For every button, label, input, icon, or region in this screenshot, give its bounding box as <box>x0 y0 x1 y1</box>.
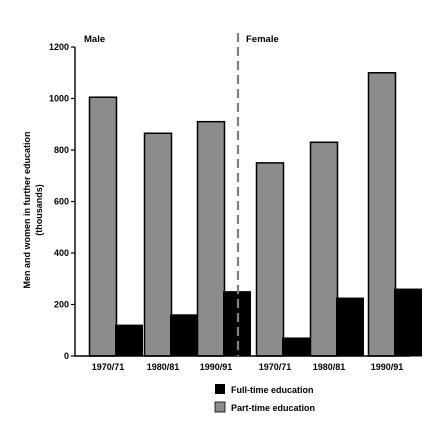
x-tick-label: 1970/71 <box>259 362 292 372</box>
bars <box>88 72 422 357</box>
legend-swatch-full-time <box>215 384 225 394</box>
y-tick-label: 400 <box>54 248 69 258</box>
bar-full-time-male-1980-81 <box>170 314 198 357</box>
bar-full-time-male-1970-71 <box>115 324 143 357</box>
bar-full-time-female-1990-91 <box>394 288 422 357</box>
x-axis: 1970/71 1980/81 1990/91 1970/71 1980/81 1990/… <box>75 355 410 372</box>
legend-label-full-time: Full-time education <box>231 385 314 395</box>
bar-part-time-male-1970-71 <box>88 96 118 357</box>
legend-label-part-time: Part-time education <box>231 403 315 413</box>
x-tick-label: 1980/81 <box>147 362 180 372</box>
y-axis: 0 200 400 600 800 1000 1200 <box>49 42 76 361</box>
bar-part-time-female-1980-81 <box>309 141 339 357</box>
panel-label-male: Male <box>84 34 105 45</box>
bar-part-time-male-1980-81 <box>143 132 173 357</box>
bar-full-time-female-1980-81 <box>336 297 364 357</box>
y-tick-label: 600 <box>54 197 69 207</box>
x-tick-label: 1970/71 <box>92 362 125 372</box>
x-tick-label: 1980/81 <box>313 362 346 372</box>
y-tick-label: 200 <box>54 300 69 310</box>
legend: Full-time education Part-time education <box>214 384 315 413</box>
legend-swatch-part-time <box>214 401 226 413</box>
bar-part-time-female-1990-91 <box>367 72 397 357</box>
panel-label-female: Female <box>246 34 279 45</box>
y-axis-title-line2: (thousands) <box>34 184 44 236</box>
y-tick-label: 1200 <box>49 42 69 52</box>
x-tick-label: 1990/91 <box>200 362 233 372</box>
bar-part-time-female-1970-71 <box>255 162 285 357</box>
y-tick-label: 0 <box>64 351 69 361</box>
bar-part-time-male-1990-91 <box>196 120 226 357</box>
x-tick-label: 1990/91 <box>371 362 404 372</box>
y-tick-label: 1000 <box>49 94 69 104</box>
y-axis-title-line1: Men and women in further education <box>22 131 32 288</box>
y-tick-label: 800 <box>54 145 69 155</box>
bar-full-time-female-1970-71 <box>282 337 310 357</box>
